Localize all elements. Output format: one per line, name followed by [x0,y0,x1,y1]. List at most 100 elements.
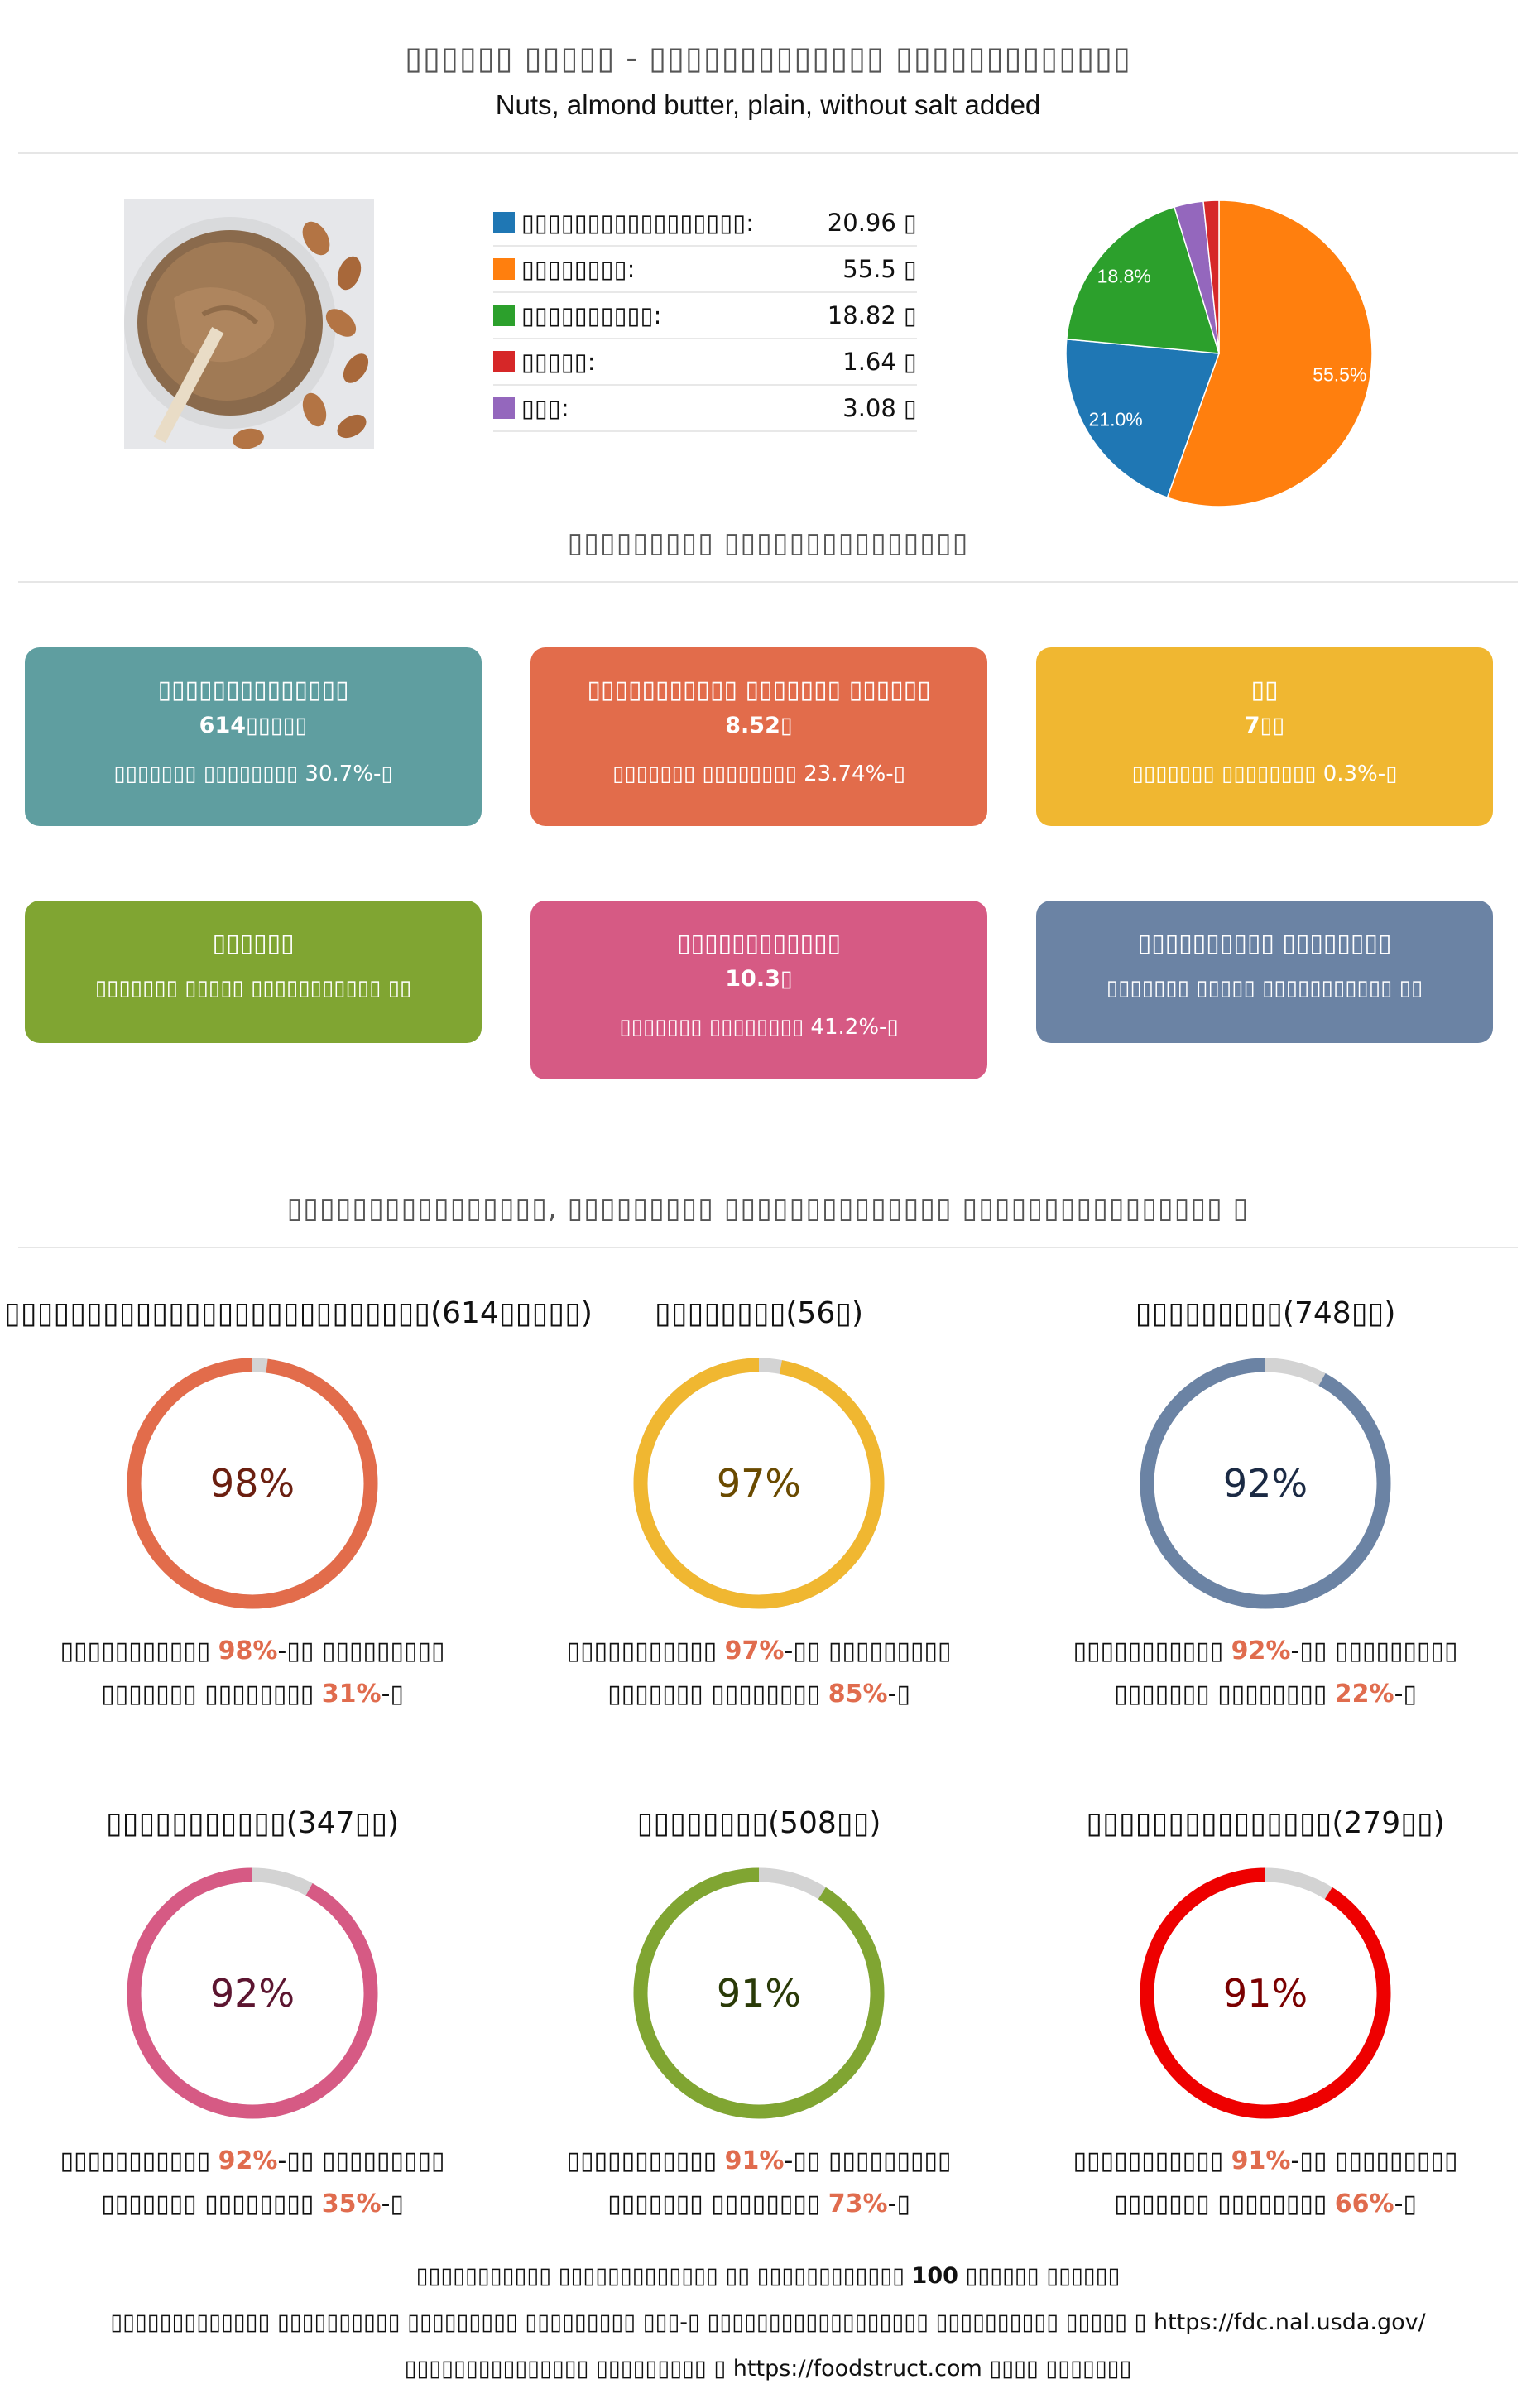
gauge-title: ▯▯▯▯▯▯▯▯▯(748▯▯) [1135,1296,1396,1330]
pie-slice [1202,199,1220,354]
legend-row: ▯▯▯: 3.08 ▯ [493,386,917,432]
footer-credit: ▯▯▯▯▯▯▯▯▯▯▯▯▯▯▯ ▯▯▯▯▯▯▯▯▯ ▯ https://food… [404,2356,1132,2382]
page-title: ▯▯▯▯▯▯ ▯▯▯▯▯ - ▯▯▯▯▯▯▯▯▯▯▯▯▯ ▯▯▯▯▯▯▯▯▯▯▯… [405,40,1131,76]
food-photo [124,199,374,449]
divider [18,1247,1518,1248]
desc-text: ▯▯▯▯▯▯▯ ▯▯▯▯▯▯▯▯ [607,1680,828,1709]
section-title-nutrients: ▯▯▯▯▯▯▯▯▯ ▯▯▯▯▯▯▯▯▯▯▯▯▯▯▯ [567,526,969,560]
legend-swatch [493,305,515,326]
desc-highlight: 73% [828,2189,888,2218]
gauge-calories: ▯▯▯▯▯▯▯▯▯▯▯▯▯▯▯▯▯▯▯▯▯▯▯▯▯▯(614▯▯▯▯▯) 98%… [4,1296,593,1716]
gauge-description: ▯▯▯▯▯▯▯▯▯▯▯ 92%-▯▯ ▯▯▯▯▯▯▯▯▯ ▯▯▯▯▯▯▯ ▯▯▯… [1017,1630,1514,1716]
gauge-description: ▯▯▯▯▯▯▯▯▯▯▯ 97%-▯▯ ▯▯▯▯▯▯▯▯▯ ▯▯▯▯▯▯▯ ▯▯▯… [511,1630,1007,1716]
section-title-comparison: ▯▯▯▯▯▯▯▯▯▯▯▯▯▯▯▯, ▯▯▯▯▯▯▯▯▯ ▯▯▯▯▯▯▯▯▯▯▯▯… [286,1192,1250,1225]
gauge-fill [127,1358,378,1609]
desc-text: ▯▯▯▯▯▯▯ ▯▯▯▯▯▯▯▯ [101,2189,322,2218]
gauge-fill [633,1358,885,1609]
gauge-title: ▯▯▯▯▯▯▯▯▯▯▯(347▯▯) [105,1806,400,1840]
card-note: ▯▯▯▯▯▯▯ ▯▯▯▯▯▯▯▯ 23.74%-▯ [612,762,905,786]
footer-note: ▯▯▯▯▯▯▯▯▯▯▯ ▯▯▯▯▯▯▯▯▯▯▯▯▯ ▯▯ ▯▯▯▯▯▯▯▯▯▯▯… [0,2263,1536,2289]
footer-source: ▯▯▯▯▯▯▯▯▯▯▯▯▯ ▯▯▯▯▯▯▯▯▯▯ ▯▯▯▯▯▯▯▯▯ ▯▯▯▯▯… [110,2309,1426,2335]
nutrient-card-cholesterol: ▯▯▯▯▯▯ ▯▯▯▯▯▯▯ ▯▯▯▯▯ ▯▯▯▯▯▯▯▯▯▯▯ ▯▯ [25,901,482,1043]
desc-highlight: 22% [1334,1680,1394,1709]
legend-label: ▯▯▯▯▯: [521,348,596,376]
gauge-ring: 92% [1140,1358,1391,1609]
legend-row: ▯▯▯▯▯▯▯▯▯▯▯▯▯▯▯▯▯: 20.96 ▯ [493,200,917,247]
card-note: ▯▯▯▯▯▯▯ ▯▯▯▯▯ ▯▯▯▯▯▯▯▯▯▯▯ ▯▯ [1106,976,1423,1001]
desc-highlight: 66% [1334,2189,1394,2218]
footer-highlight: 100 [911,2263,958,2289]
desc-text: -▯▯ ▯▯▯▯▯▯▯▯▯ [1290,2146,1458,2175]
almond-butter-image [124,199,374,449]
legend-value: 55.5 ▯ [842,255,917,283]
desc-text: ▯▯▯▯▯▯▯▯▯▯▯ [1073,1637,1231,1665]
gauge-ring: 92% [127,1867,378,2119]
legend-value: 3.08 ▯ [842,394,917,422]
card-note: ▯▯▯▯▯▯▯ ▯▯▯▯▯▯▯▯ 0.3%-▯ [1131,762,1398,786]
page-header: ▯▯▯▯▯▯ ▯▯▯▯▯ - ▯▯▯▯▯▯▯▯▯▯▯▯▯ ▯▯▯▯▯▯▯▯▯▯▯… [0,40,1536,121]
footer-text: ▯▯▯▯▯▯▯▯▯▯▯ ▯▯▯▯▯▯▯▯▯▯▯▯▯ ▯▯ ▯▯▯▯▯▯▯▯▯▯▯… [415,2263,912,2289]
desc-text: ▯▯▯▯▯▯▯▯▯▯▯ [566,2146,725,2175]
desc-highlight: 85% [828,1680,888,1709]
card-note: ▯▯▯▯▯▯▯ ▯▯▯▯▯▯▯▯ 41.2%-▯ [619,1015,899,1040]
legend-value: 20.96 ▯ [827,209,917,237]
divider [18,152,1518,154]
legend-swatch [493,351,515,372]
desc-highlight: 98% [218,1637,278,1665]
legend-value: 18.82 ▯ [827,301,917,329]
legend-label: ▯▯▯▯▯▯▯▯▯▯: [521,301,662,329]
gauge-percent: 91% [1223,1971,1308,2016]
pie-slice [1065,206,1221,354]
nutrient-card-fat: ▯▯▯▯▯▯▯▯▯▯▯ ▯▯▯▯▯▯▯ ▯▯▯▯▯▯ 8.52▯ ▯▯▯▯▯▯▯… [530,647,987,826]
desc-text: ▯▯▯▯▯▯▯▯▯▯▯ [1073,2146,1231,2175]
gauge-percent: 92% [1223,1461,1308,1506]
desc-highlight: 92% [1231,1637,1291,1665]
legend-label: ▯▯▯▯▯▯▯▯▯▯▯▯▯▯▯▯▯: [521,209,755,237]
nutrient-card-calories: ▯▯▯▯▯▯▯▯▯▯▯▯▯▯ 614▯▯▯▯▯ ▯▯▯▯▯▯▯ ▯▯▯▯▯▯▯▯… [25,647,482,826]
card-title: ▯▯▯▯▯▯ [212,929,295,958]
legend-swatch [493,258,515,280]
desc-text: -▯ [381,2189,404,2218]
gauge-ring: 97% [633,1358,885,1609]
desc-highlight: 91% [724,2146,785,2175]
card-note: ▯▯▯▯▯▯▯ ▯▯▯▯▯▯▯▯ 30.7%-▯ [113,762,393,786]
desc-text: -▯▯ ▯▯▯▯▯▯▯▯▯ [277,2146,445,2175]
gauge-fill [1140,1867,1391,2119]
gauge-title: ▯▯▯▯▯▯▯▯(508▯▯) [636,1806,881,1840]
nutrient-card-sodium: ▯▯ 7▯▯ ▯▯▯▯▯▯▯ ▯▯▯▯▯▯▯▯ 0.3%-▯ [1036,647,1493,826]
desc-text: -▯▯ ▯▯▯▯▯▯▯▯▯ [277,1637,445,1665]
desc-text: ▯▯▯▯▯▯▯▯▯▯▯ [60,2146,218,2175]
macro-pie-chart: 55.5% 21.0% 18.8% [1065,199,1373,507]
legend-swatch [493,212,515,233]
gauge-description: ▯▯▯▯▯▯▯▯▯▯▯ 98%-▯▯ ▯▯▯▯▯▯▯▯▯ ▯▯▯▯▯▯▯ ▯▯▯… [4,1630,501,1716]
desc-highlight: 92% [218,2146,278,2175]
page-subtitle: Nuts, almond butter, plain, without salt… [495,89,1041,120]
gauge-phosphorus: ▯▯▯▯▯▯▯▯(508▯▯) 91% ▯▯▯▯▯▯▯▯▯▯▯ 91%-▯▯ ▯… [511,1806,1007,2226]
desc-text: ▯▯▯▯▯▯▯▯▯▯▯ [566,1637,725,1665]
gauge-ring: 98% [127,1358,378,1609]
card-value: 7▯▯ [1244,713,1285,738]
gauge-title: ▯▯▯▯▯▯▯▯▯▯▯▯▯▯▯(279▯▯) [1086,1806,1445,1840]
desc-text: -▯ [381,1680,404,1709]
gauge-title: ▯▯▯▯▯▯▯▯(56▯) [654,1296,864,1330]
pie-slice [1166,199,1373,507]
gauge-fill [1140,1358,1391,1609]
desc-highlight: 97% [724,1637,785,1665]
card-title: ▯▯▯▯▯▯▯▯▯▯ ▯▯▯▯▯▯▯▯ [1137,929,1392,958]
gauge-fill [127,1867,378,2119]
desc-text: -▯▯ ▯▯▯▯▯▯▯▯▯ [784,2146,952,2175]
gauge-title: ▯▯▯▯▯▯▯▯▯▯▯▯▯▯▯▯▯▯▯▯▯▯▯▯▯▯(614▯▯▯▯▯) [4,1296,593,1330]
card-note: ▯▯▯▯▯▯▯ ▯▯▯▯▯ ▯▯▯▯▯▯▯▯▯▯▯ ▯▯ [94,976,412,1001]
desc-highlight: 31% [321,1680,382,1709]
nutrient-card-fiber: ▯▯▯▯▯▯▯▯▯▯▯▯ 10.3▯ ▯▯▯▯▯▯▯ ▯▯▯▯▯▯▯▯ 41.2… [530,901,987,1079]
legend-row: ▯▯▯▯▯▯▯▯▯▯: 18.82 ▯ [493,293,917,339]
card-title: ▯▯▯▯▯▯▯▯▯▯▯▯ [676,929,842,958]
gauge-description: ▯▯▯▯▯▯▯▯▯▯▯ 91%-▯▯ ▯▯▯▯▯▯▯▯▯ ▯▯▯▯▯▯▯ ▯▯▯… [511,2140,1007,2226]
legend-row: ▯▯▯▯▯: 1.64 ▯ [493,339,917,386]
desc-text: ▯▯▯▯▯▯▯ ▯▯▯▯▯▯▯▯ [607,2189,828,2218]
nutrient-card-transfat: ▯▯▯▯▯▯▯▯▯▯ ▯▯▯▯▯▯▯▯ ▯▯▯▯▯▯▯ ▯▯▯▯▯ ▯▯▯▯▯▯… [1036,901,1493,1043]
desc-text: -▯ [1394,2189,1417,2218]
gauge-percent: 97% [717,1461,801,1506]
gauge-ring: 91% [1140,1867,1391,2119]
desc-text: -▯ [1394,1680,1417,1709]
